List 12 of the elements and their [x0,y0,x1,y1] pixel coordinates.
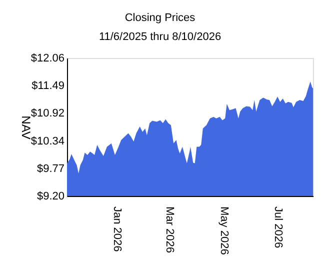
y-tick-label: $10.92 [30,108,64,120]
y-tick-label: $10.34 [30,135,64,148]
x-tick-label: Mar 2026 [164,206,176,253]
chart-subtitle: 11/6/2025 thru 8/10/2026 [98,31,222,43]
y-tick-label: $9.77 [36,162,64,175]
y-tick-label: $9.20 [36,190,64,202]
chart-title: Closing Prices [124,12,196,24]
x-tick-label: May 2026 [218,206,230,255]
x-tick-label: Jul 2026 [272,206,284,248]
x-tick-label: Jan 2026 [111,206,124,252]
y-tick-label: $11.49 [32,80,64,92]
y-tick-label: $12.06 [30,52,64,64]
